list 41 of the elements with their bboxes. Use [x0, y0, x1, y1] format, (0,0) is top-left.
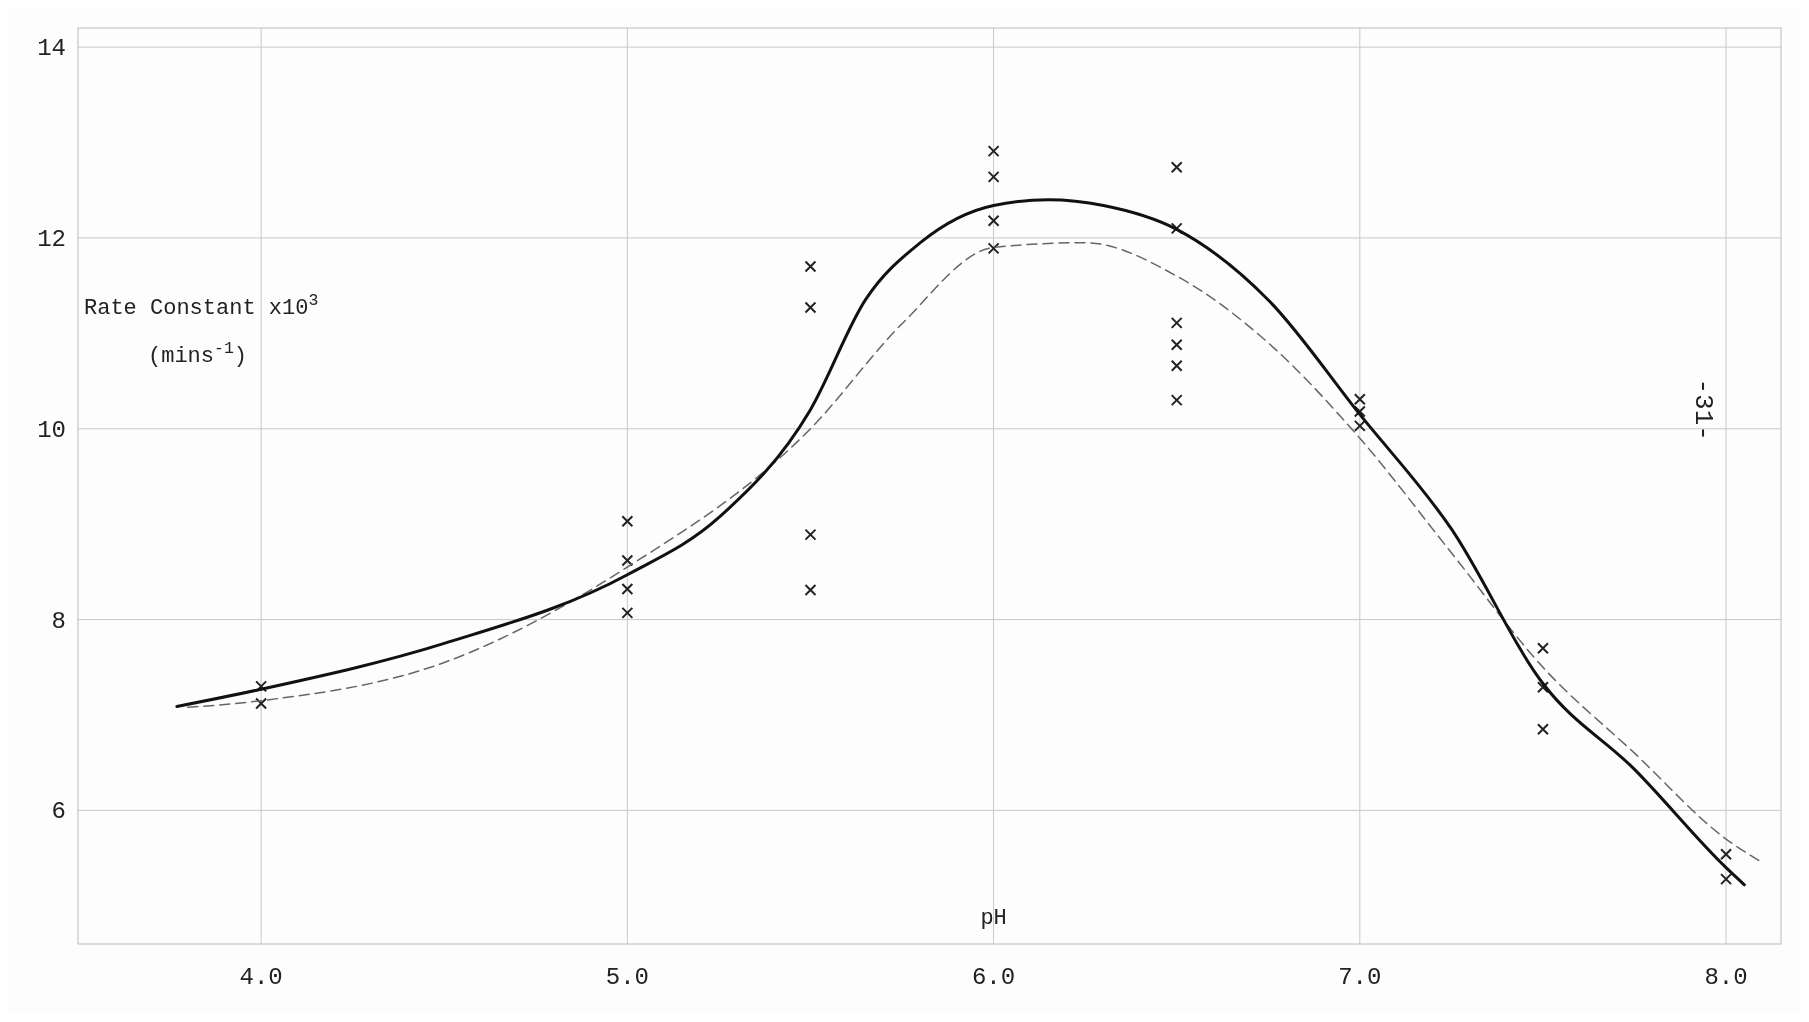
x-tick-label: 5.0 [605, 964, 649, 991]
point [1170, 359, 1183, 372]
point [621, 515, 634, 528]
point [1720, 873, 1733, 886]
point [1170, 394, 1183, 407]
point [1170, 338, 1183, 351]
x-tick-label: 8.0 [1704, 964, 1748, 991]
y-tick-label: 14 [37, 35, 66, 63]
point [1170, 222, 1183, 235]
point [1353, 393, 1366, 406]
point [1170, 161, 1183, 174]
x-tick-label: 6.0 [971, 964, 1016, 991]
point [1353, 419, 1366, 432]
point [621, 554, 634, 567]
point [255, 680, 268, 693]
x-tick-label: 7.0 [1338, 964, 1382, 991]
point [1170, 316, 1183, 329]
point [621, 583, 634, 596]
y-tick-label: 6 [51, 798, 66, 826]
y-tick-label: 12 [37, 225, 66, 253]
point [804, 528, 817, 541]
point [1720, 848, 1733, 861]
point [804, 260, 817, 273]
point [987, 170, 1000, 183]
y-tick-label: 10 [37, 416, 66, 444]
point [1536, 681, 1549, 694]
point [1353, 405, 1366, 418]
point [1536, 723, 1549, 736]
point [621, 606, 634, 619]
point [255, 697, 268, 710]
point [987, 145, 1000, 158]
y-tick-label: 8 [51, 607, 66, 635]
annotation: -31- [1688, 378, 1718, 441]
point [804, 584, 817, 596]
point [987, 214, 1000, 227]
text: Rate Constant x10$^{3}$ (mins$^{-1}$) [84, 290, 319, 369]
point [804, 301, 817, 314]
x-axis-title: pH [980, 906, 1007, 931]
point [1536, 642, 1549, 655]
point [987, 242, 1000, 255]
x-tick-label: 4.0 [239, 964, 283, 991]
